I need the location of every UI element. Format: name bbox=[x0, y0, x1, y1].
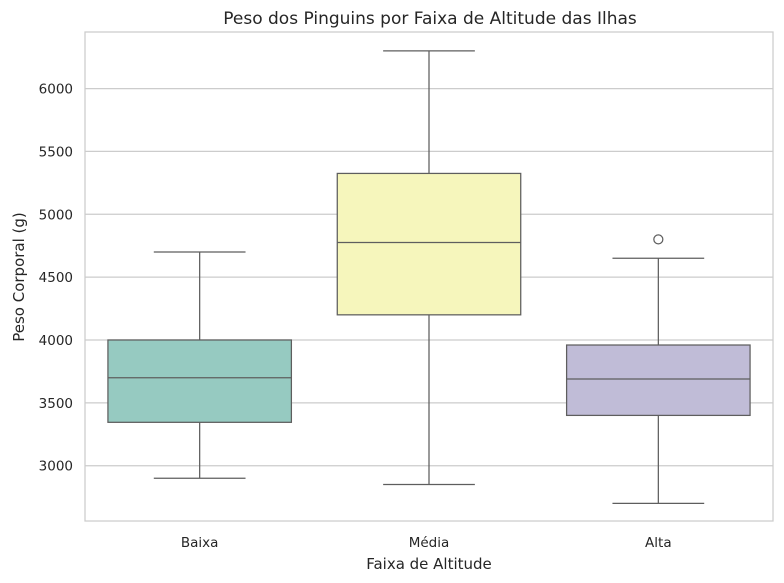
y-tick-label: 3000 bbox=[39, 459, 73, 475]
x-tick-label: Alta bbox=[645, 535, 672, 551]
plot-area-frame bbox=[84, 31, 774, 522]
box-1 bbox=[336, 50, 522, 486]
box-iqr bbox=[565, 344, 751, 417]
y-axis-ticks: 3000 3500 4000 4500 5000 5500 6000 bbox=[39, 82, 73, 475]
chart-title: Peso dos Pinguins por Faixa de Altitude … bbox=[223, 9, 637, 29]
y-tick-label: 5500 bbox=[39, 144, 73, 160]
y-tick-label: 3500 bbox=[39, 396, 73, 412]
y-tick-label: 6000 bbox=[39, 82, 73, 98]
boxes bbox=[107, 50, 751, 505]
box-iqr bbox=[107, 339, 293, 423]
x-axis-label: Faixa de Altitude bbox=[366, 555, 492, 573]
y-tick-label: 4000 bbox=[39, 333, 73, 349]
box-0 bbox=[107, 251, 293, 479]
x-axis-ticks: Baixa Média Alta bbox=[181, 535, 672, 551]
x-tick-label: Baixa bbox=[181, 535, 219, 551]
y-axis-label: Peso Corporal (g) bbox=[10, 212, 28, 342]
x-tick-label: Média bbox=[409, 535, 450, 551]
outlier-point bbox=[653, 234, 664, 245]
box-2 bbox=[565, 234, 751, 505]
box-iqr bbox=[336, 172, 522, 316]
y-tick-label: 4500 bbox=[39, 270, 73, 286]
y-tick-label: 5000 bbox=[39, 207, 73, 223]
